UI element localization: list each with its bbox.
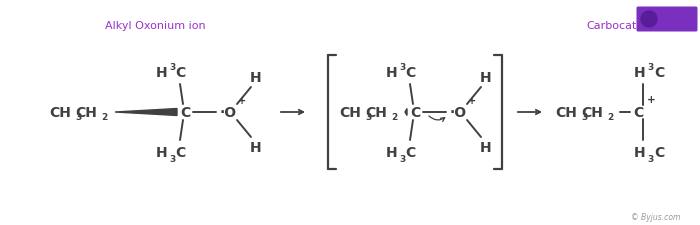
Text: C: C xyxy=(654,66,664,80)
Text: H: H xyxy=(250,71,262,85)
Text: CH: CH xyxy=(75,106,97,119)
Text: 3: 3 xyxy=(648,154,654,163)
Text: CH: CH xyxy=(339,106,361,119)
Text: 3: 3 xyxy=(581,113,587,122)
Text: H: H xyxy=(386,145,398,159)
Text: 3: 3 xyxy=(399,154,405,163)
Text: H: H xyxy=(156,66,168,80)
Circle shape xyxy=(641,12,657,28)
Text: +: + xyxy=(468,96,476,106)
Text: Alkyl Oxonium ion: Alkyl Oxonium ion xyxy=(105,21,205,31)
Text: H: H xyxy=(480,140,492,154)
Text: 3: 3 xyxy=(365,113,371,122)
Text: H: H xyxy=(634,66,646,80)
Text: H: H xyxy=(250,140,262,154)
Text: C: C xyxy=(175,66,185,80)
Text: 3: 3 xyxy=(169,62,175,71)
Text: ·O: ·O xyxy=(449,106,467,119)
Text: H: H xyxy=(634,145,646,159)
Text: 2: 2 xyxy=(607,113,613,122)
Text: 3: 3 xyxy=(75,113,81,122)
Text: CH: CH xyxy=(581,106,603,119)
Polygon shape xyxy=(115,109,177,116)
Text: C: C xyxy=(180,106,190,119)
Text: H: H xyxy=(480,71,492,85)
Text: CH: CH xyxy=(555,106,577,119)
Text: C: C xyxy=(405,145,415,159)
Text: H: H xyxy=(386,66,398,80)
Text: C: C xyxy=(405,66,415,80)
Text: B: B xyxy=(645,16,652,24)
Text: CH: CH xyxy=(49,106,71,119)
Text: 3: 3 xyxy=(648,62,654,71)
Text: C: C xyxy=(633,106,643,119)
Text: The Learning App: The Learning App xyxy=(653,21,696,26)
Text: 2: 2 xyxy=(101,113,107,122)
Text: +: + xyxy=(647,94,655,105)
Text: +: + xyxy=(238,96,246,106)
Text: 3: 3 xyxy=(169,154,175,163)
Text: © Byjus.com: © Byjus.com xyxy=(631,213,680,222)
Polygon shape xyxy=(405,109,407,116)
Text: ·O: ·O xyxy=(219,106,237,119)
Text: C: C xyxy=(410,106,420,119)
FancyBboxPatch shape xyxy=(636,7,697,32)
Text: C: C xyxy=(654,145,664,159)
Text: BYJU'S: BYJU'S xyxy=(660,11,690,20)
Text: CH: CH xyxy=(365,106,387,119)
Text: Carbocation: Carbocation xyxy=(587,21,654,31)
Text: H: H xyxy=(156,145,168,159)
Text: C: C xyxy=(175,145,185,159)
Text: 2: 2 xyxy=(391,113,397,122)
Text: 3: 3 xyxy=(399,62,405,71)
